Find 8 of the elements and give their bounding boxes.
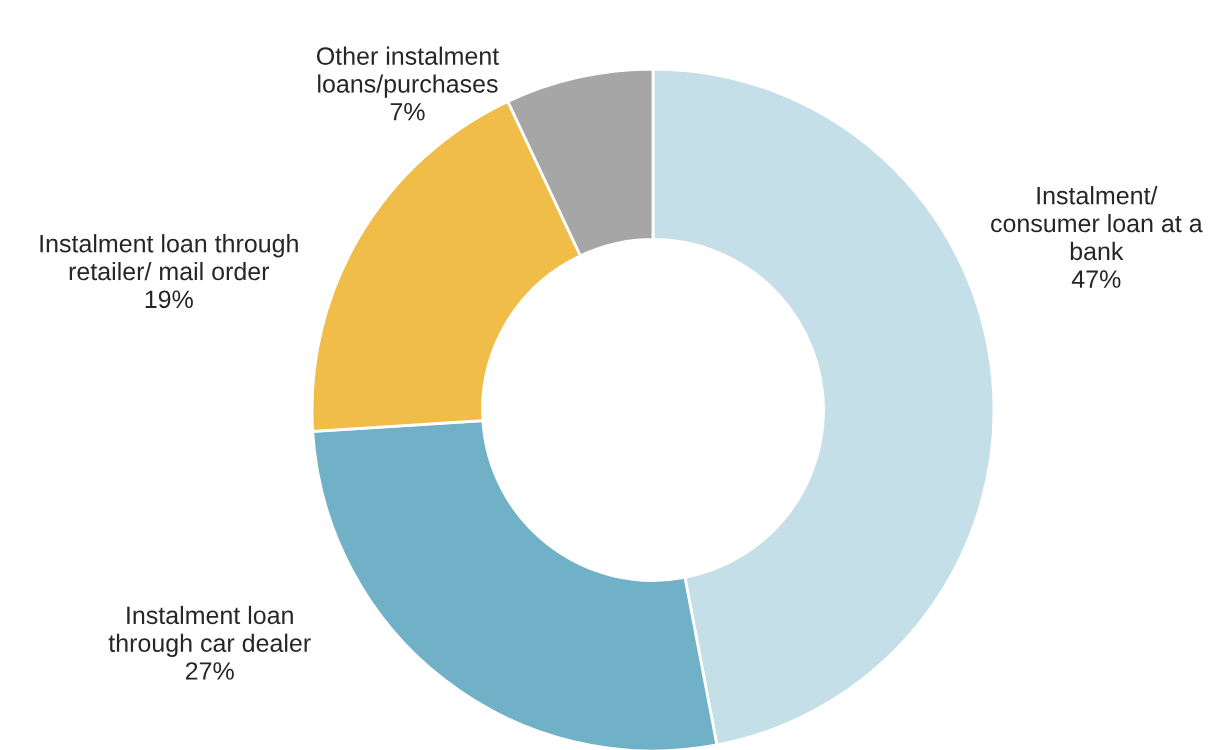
slice-label: Other instalment loans/purchases: [316, 46, 500, 98]
data-label: 27%: [185, 662, 234, 680]
slice-label: Instalment loan through retailer/ mail order: [40, 234, 298, 281]
data-label: 19%: [145, 290, 193, 309]
data-label: 7%: [390, 103, 425, 121]
slice-label: Instalment loan through car dealer: [108, 605, 311, 657]
data-label: 47%: [1071, 270, 1121, 288]
slice-label: Instalment/ consumer loan at a bank: [991, 186, 1203, 261]
